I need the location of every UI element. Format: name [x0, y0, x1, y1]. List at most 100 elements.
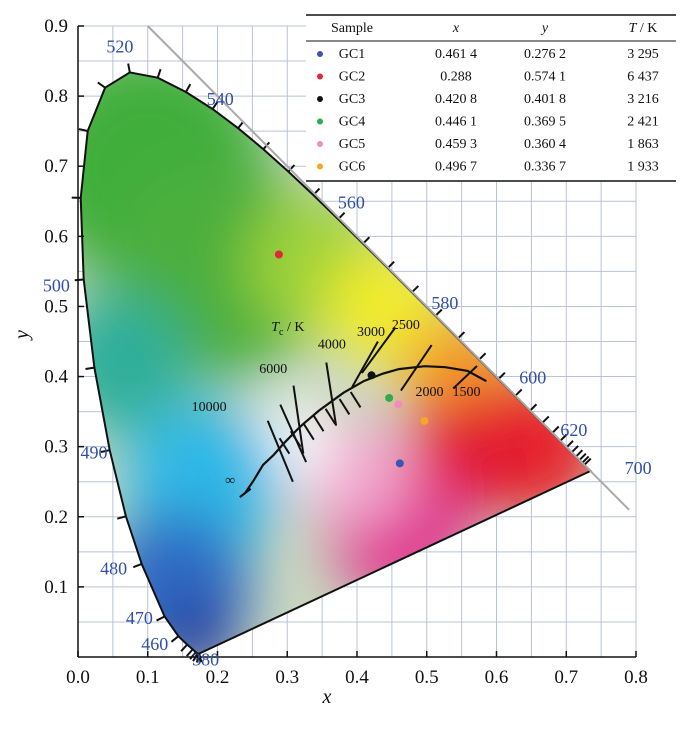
table-cell-sample: GC5 [339, 137, 365, 152]
wavelength-tick [127, 63, 131, 73]
y-tick-label: 0.7 [44, 156, 68, 177]
x-tick-label: 0.6 [485, 667, 509, 688]
planckian-locus [239, 326, 487, 499]
isotemperature-tick [289, 430, 302, 448]
table-header-y: y [540, 21, 549, 36]
cct-label: 2000 [416, 385, 444, 400]
wavelength-tick [195, 653, 200, 663]
data-point-gc6 [420, 416, 429, 425]
wavelength-label: 560 [338, 192, 365, 212]
wavelength-tick [170, 635, 180, 643]
x-tick-label: 0.4 [345, 667, 369, 688]
wavelength-label: 700 [625, 458, 652, 478]
planckian-curve [244, 365, 487, 494]
y-tick-label: 0.1 [44, 577, 68, 598]
table-cell-sample: GC2 [339, 70, 365, 85]
table-cell-y: 0.401 8 [524, 92, 566, 107]
cct-label: ∞ [225, 474, 235, 489]
wavelength-tick [100, 449, 110, 454]
isotemperature-line [400, 344, 433, 392]
y-tick-label: 0.8 [44, 86, 68, 107]
y-tick-label: 0.6 [44, 226, 68, 247]
data-point-gc4 [385, 393, 394, 402]
wavelength-tick [541, 415, 550, 424]
wavelength-tick [583, 457, 592, 466]
x-tick-label: 0.7 [554, 667, 578, 688]
x-tick-label: 0.5 [415, 667, 439, 688]
wavelength-label: 540 [207, 89, 234, 109]
cct-title: Tc / K [271, 320, 304, 338]
table-cell-t: 2 421 [627, 115, 659, 130]
cct-label: 10000 [192, 400, 227, 415]
wavelength-tick [411, 285, 420, 293]
wavelength-tick [551, 425, 560, 434]
wavelength-label: 580 [431, 293, 458, 313]
isotemperature-tick [278, 437, 291, 455]
isotemperature-line [361, 326, 397, 374]
table-cell-x: 0.420 8 [435, 92, 477, 107]
table-row-swatch [317, 96, 323, 102]
sample-points [274, 250, 429, 468]
x-tick-label: 0.8 [624, 667, 648, 688]
isotemperature-tick [312, 415, 325, 432]
isotemperature-tick [349, 391, 362, 408]
wavelength-tick [565, 440, 574, 448]
y-tick-label: 0.5 [44, 296, 68, 317]
wavelength-label: 600 [519, 368, 546, 388]
wavelength-tick [132, 563, 143, 569]
wavelength-tick [189, 651, 197, 660]
wavelength-tick [78, 128, 88, 133]
table-cell-t: 3 295 [627, 47, 659, 62]
wavelength-tick [74, 278, 84, 282]
table-cell-t: 1 933 [627, 160, 659, 175]
y-tick-label: 0.2 [44, 507, 68, 528]
sample-table: Sample x y T / K GC1 0.461 4 0.276 2 3 295 GC2 0.… [306, 14, 676, 182]
wavelength-tick [97, 81, 106, 89]
isotemperature-line [452, 365, 478, 390]
wavelength-tick [156, 615, 166, 622]
wavelength-label: 500 [43, 276, 70, 296]
isotemperature-line [351, 341, 379, 388]
wavelength-label: 460 [141, 634, 168, 654]
x-tick-label: 0.2 [206, 667, 230, 688]
wavelength-tick [185, 83, 192, 93]
wavelength-tick [497, 371, 506, 380]
wavelength-tick [185, 648, 194, 657]
x-tick-label: 0.1 [136, 667, 160, 688]
table-cell-sample: GC6 [339, 160, 365, 175]
isotemperature-line [292, 385, 305, 454]
table-cell-x: 0.461 4 [435, 47, 477, 62]
wavelength-tick [571, 445, 579, 453]
wavelength-tick [156, 68, 162, 79]
wavelength-label: 620 [560, 420, 587, 440]
table-row-swatch [317, 51, 323, 57]
wavelength-tick [434, 308, 443, 317]
table-cell-t: 1 863 [627, 137, 659, 152]
table-cell-t: 3 216 [627, 92, 659, 107]
cct-labels: Tc / K ∞ 10000 6000 4000 3000 2500 2000 1500 [192, 318, 481, 489]
data-point-gc5 [394, 400, 403, 409]
table-cell-sample: GC4 [339, 115, 365, 130]
y-tick-label: 0.3 [44, 437, 68, 458]
table-background [306, 14, 676, 182]
wavelength-label: 480 [100, 558, 127, 578]
table-cell-t: 6 437 [627, 70, 659, 85]
y-tick-label: 0.9 [44, 16, 68, 37]
x-tick-label: 0.0 [66, 667, 90, 688]
wavelength-tick [287, 164, 296, 173]
wavelength-tick [559, 433, 568, 442]
isotemperature-tick [303, 423, 315, 441]
table-row-swatch [317, 118, 323, 125]
x-axis-title: x [322, 686, 332, 708]
wavelength-labels: 380 460 470 480 490 500 520 540 560 580 600 620 700 [43, 37, 652, 670]
wavelength-tick [180, 643, 188, 652]
y-tick-label: 0.4 [44, 367, 68, 388]
table-cell-y: 0.574 1 [524, 70, 566, 85]
table-cell-x: 0.459 3 [435, 137, 477, 152]
table-header-x: x [452, 21, 460, 36]
cct-label: 2500 [392, 318, 420, 333]
table-row-swatch [317, 163, 323, 170]
wavelength-tick [578, 452, 587, 461]
wavelength-tick [457, 331, 466, 340]
